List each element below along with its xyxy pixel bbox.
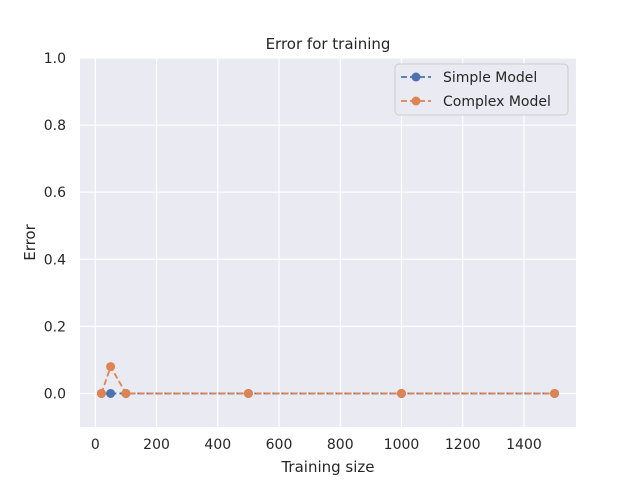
data-point-complex-model [121,388,131,398]
legend: Simple Model Complex Model [394,63,569,116]
legend-entry-complex: Complex Model [401,94,551,110]
legend-marker-simple [411,72,421,82]
y-tick-label: 0.2 [44,319,66,335]
data-point-simple-model [106,388,116,398]
grid [80,57,576,427]
legend-entry-simple: Simple Model [401,70,537,86]
x-tick-label: 600 [266,437,293,453]
x-axis-label: Training size [280,458,374,476]
legend-label-simple: Simple Model [443,70,537,86]
x-tick-label: 800 [327,437,354,453]
y-tick-label: 0.0 [44,386,66,402]
chart-title: Error for training [266,35,391,53]
y-tick-label: 1.0 [44,51,66,67]
x-tick-label: 400 [204,437,231,453]
series-layer [96,362,560,398]
x-tick-label: 1200 [445,437,481,453]
data-point-complex-model [243,388,253,398]
series-complex-model [96,362,560,398]
y-axis-label: Error [21,223,39,260]
x-tick-label: 1400 [506,437,542,453]
y-tick-label: 0.8 [44,118,66,134]
data-point-complex-model [106,362,116,372]
data-point-complex-model [396,388,406,398]
plot-background [80,58,576,427]
legend-box [394,63,569,116]
data-point-complex-model [96,388,106,398]
tick-labels: 0 200 400 600 800 1000 1200 1400 0.0 0.2 0.4 0.6 0.8… [44,51,542,453]
y-tick-label: 0.6 [44,185,66,201]
y-tick-label: 0.4 [44,252,66,268]
x-tick-label: 1000 [384,437,420,453]
x-tick-label: 0 [91,437,100,453]
legend-label-complex: Complex Model [443,94,551,110]
series-line-complex-model [100,364,555,395]
legend-marker-complex [411,96,421,106]
x-tick-label: 200 [143,437,170,453]
data-point-complex-model [550,388,560,398]
